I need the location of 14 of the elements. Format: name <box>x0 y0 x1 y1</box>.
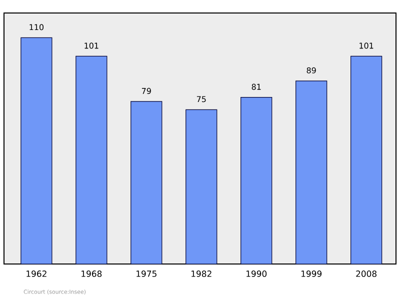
bar <box>76 56 108 264</box>
x-tick-label: 1990 <box>246 270 267 277</box>
x-tick-label: 1962 <box>26 270 46 277</box>
x-tick-label: 1975 <box>136 270 156 277</box>
x-tick-label: 2008 <box>356 270 377 277</box>
bar <box>296 80 328 264</box>
x-tick-label: 1982 <box>192 270 212 277</box>
bar <box>240 97 272 264</box>
bar <box>186 109 218 264</box>
x-tick-label: 1968 <box>82 270 102 277</box>
bar <box>20 37 52 264</box>
bar <box>130 101 162 264</box>
bar <box>350 56 382 264</box>
x-tick-label: 1999 <box>301 270 322 277</box>
